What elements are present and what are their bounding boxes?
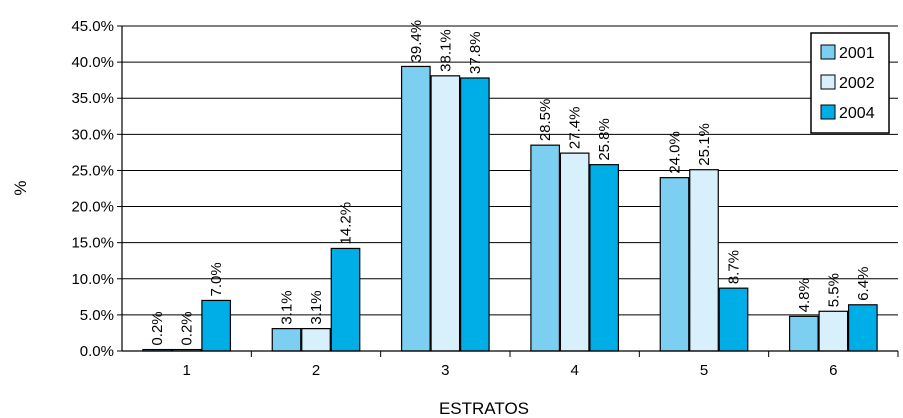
y-tick-label: 40.0% <box>71 54 114 71</box>
bar-2004-6 <box>847 304 878 352</box>
y-axis: 0.0% 5.0% 10.0% 15.0% 20.0% 25.0% 30.0% 35.0% 40… <box>71 18 123 360</box>
data-label: 0.2% <box>179 311 196 345</box>
data-label: 38.1% <box>437 29 454 72</box>
bar-2001-6 <box>788 315 819 352</box>
data-label: 6.4% <box>855 267 872 301</box>
data-label: 5.5% <box>825 273 842 307</box>
legend-label-2004: 2004 <box>839 105 875 122</box>
data-label: 7.0% <box>208 262 225 296</box>
bar-2002-2 <box>301 328 331 352</box>
data-label: 25.1% <box>696 123 713 166</box>
bar-2004-2 <box>330 247 361 352</box>
bar-2002-4 <box>559 152 590 352</box>
x-tick-label: 6 <box>829 362 837 379</box>
legend-swatch-2004 <box>820 104 836 120</box>
bar-2004-4 <box>589 164 620 352</box>
y-tick-label: 10.0% <box>71 271 114 288</box>
bar-2004-1 <box>201 299 232 352</box>
x-tick-label: 3 <box>441 362 449 379</box>
data-label: 4.8% <box>796 278 813 312</box>
bar-2004-3 <box>459 77 490 352</box>
bars: 0.2% 0.2% 7.0% 3.1% 3.1% 14.2% 39.4% 38.1% 37.8%… <box>142 20 878 352</box>
legend: 2001 2002 2004 <box>810 32 890 134</box>
data-label: 28.5% <box>537 99 554 142</box>
legend-swatch-2001 <box>820 44 836 60</box>
x-tick-label: 4 <box>570 362 578 379</box>
x-axis: 1 2 3 4 5 6 <box>122 350 899 379</box>
y-axis-title: % <box>11 180 30 195</box>
x-tick-label: 1 <box>182 362 190 379</box>
legend-swatch-2002 <box>820 74 836 90</box>
data-label: 37.8% <box>467 31 484 74</box>
gridlines <box>122 25 898 316</box>
bar-2001-5 <box>659 177 690 352</box>
x-tick-label: 2 <box>312 362 320 379</box>
y-tick-label: 45.0% <box>71 18 114 35</box>
y-tick-label: 25.0% <box>71 162 114 179</box>
legend-label-2001: 2001 <box>839 45 875 62</box>
bar-2002-6 <box>818 310 849 352</box>
data-label: 8.7% <box>726 250 743 284</box>
y-tick-label: 5.0% <box>80 307 114 324</box>
data-label: 39.4% <box>408 20 425 63</box>
bar-2001-4 <box>530 144 561 352</box>
x-tick-label: 5 <box>700 362 708 379</box>
y-tick-label: 35.0% <box>71 90 114 107</box>
legend-label-2002: 2002 <box>839 75 875 92</box>
data-label: 25.8% <box>596 118 613 161</box>
data-label: 3.1% <box>308 290 325 324</box>
x-axis-title: ESTRATOS <box>439 399 529 418</box>
bar-2004-5 <box>718 287 749 352</box>
bar-2001-3 <box>400 65 431 352</box>
data-label: 24.0% <box>667 131 684 174</box>
data-label: 27.4% <box>567 107 584 150</box>
y-tick-label: 20.0% <box>71 199 114 216</box>
data-label: 0.2% <box>149 311 166 345</box>
y-tick-label: 30.0% <box>71 126 114 143</box>
y-tick-label: 0.0% <box>80 343 114 360</box>
data-label: 14.2% <box>338 202 355 245</box>
y-tick-label: 15.0% <box>71 235 114 252</box>
bar-2002-5 <box>689 169 719 352</box>
bar-2002-3 <box>430 75 461 352</box>
data-label: 3.1% <box>279 290 296 324</box>
bar-2001-2 <box>271 328 302 352</box>
